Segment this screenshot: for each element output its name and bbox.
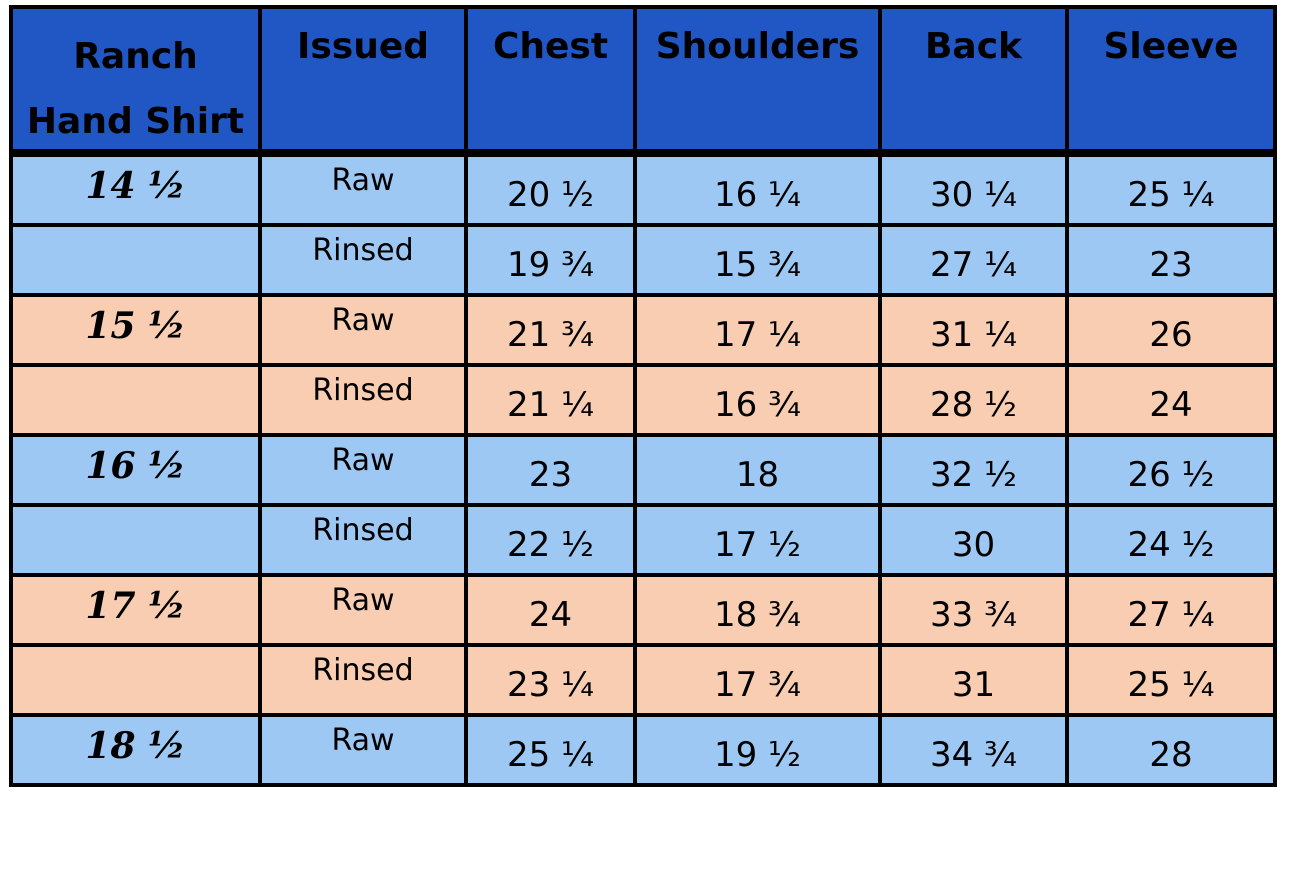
- table-row: Rinsed 19 ¾ 15 ¾ 27 ¼ 23: [9, 223, 1277, 297]
- table-row: 14 ½ Raw 20 ½ 16 ¼ 30 ¼ 25 ¼: [9, 149, 1277, 227]
- issued-cell: Rinsed: [258, 643, 468, 717]
- chest-cell: 21 ¼: [464, 363, 637, 437]
- size-cell: 15 ½: [9, 293, 262, 367]
- size-cell: 18 ½: [9, 713, 262, 787]
- issued-cell: Raw: [258, 293, 468, 367]
- chest-cell: 25 ¼: [464, 713, 637, 787]
- chest-cell: 22 ½: [464, 503, 637, 577]
- back-cell: 30: [878, 503, 1069, 577]
- back-cell: 27 ¼: [878, 223, 1069, 297]
- size-cell: 17 ½: [9, 573, 262, 647]
- sleeve-cell: 26: [1065, 293, 1277, 367]
- header-issued: Issued: [258, 5, 468, 155]
- chest-cell: 19 ¾: [464, 223, 637, 297]
- size-cell: [9, 503, 262, 577]
- shoulders-cell: 16 ¼: [633, 149, 882, 227]
- shoulders-cell: 19 ½: [633, 713, 882, 787]
- chest-cell: 23 ¼: [464, 643, 637, 717]
- sleeve-cell: 23: [1065, 223, 1277, 297]
- table-row: Rinsed 21 ¼ 16 ¾ 28 ½ 24: [9, 363, 1277, 437]
- shoulders-cell: 16 ¾: [633, 363, 882, 437]
- header-row: Ranch Hand Shirt Issued Chest Shoulders B…: [9, 5, 1277, 155]
- size-cell: 16 ½: [9, 433, 262, 507]
- back-cell: 33 ¾: [878, 573, 1069, 647]
- chest-cell: 23: [464, 433, 637, 507]
- issued-cell: Raw: [258, 573, 468, 647]
- issued-cell: Raw: [258, 149, 468, 227]
- header-ranch-hand-shirt: Ranch Hand Shirt: [9, 5, 262, 155]
- sleeve-cell: 28: [1065, 713, 1277, 787]
- sleeve-cell: 24: [1065, 363, 1277, 437]
- table-row: 16 ½ Raw 23 18 32 ½ 26 ½: [9, 433, 1277, 507]
- header-back: Back: [878, 5, 1069, 155]
- table-row: 18 ½ Raw 25 ¼ 19 ½ 34 ¾ 28: [9, 713, 1277, 787]
- chest-cell: 24: [464, 573, 637, 647]
- table-row: Rinsed 22 ½ 17 ½ 30 24 ½: [9, 503, 1277, 577]
- header-sleeve: Sleeve: [1065, 5, 1277, 155]
- table-row: Rinsed 23 ¼ 17 ¾ 31 25 ¼: [9, 643, 1277, 717]
- back-cell: 28 ½: [878, 363, 1069, 437]
- shoulders-cell: 15 ¾: [633, 223, 882, 297]
- issued-cell: Rinsed: [258, 223, 468, 297]
- chest-cell: 21 ¾: [464, 293, 637, 367]
- size-cell: [9, 643, 262, 717]
- header-chest: Chest: [464, 5, 637, 155]
- back-cell: 31: [878, 643, 1069, 717]
- table-row: 15 ½ Raw 21 ¾ 17 ¼ 31 ¼ 26: [9, 293, 1277, 367]
- issued-cell: Raw: [258, 713, 468, 787]
- back-cell: 30 ¼: [878, 149, 1069, 227]
- header-shoulders: Shoulders: [633, 5, 882, 155]
- issued-cell: Rinsed: [258, 363, 468, 437]
- sleeve-cell: 25 ¼: [1065, 643, 1277, 717]
- back-cell: 34 ¾: [878, 713, 1069, 787]
- shoulders-cell: 17 ½: [633, 503, 882, 577]
- back-cell: 32 ½: [878, 433, 1069, 507]
- issued-cell: Rinsed: [258, 503, 468, 577]
- sleeve-cell: 24 ½: [1065, 503, 1277, 577]
- size-cell: 14 ½: [9, 149, 262, 227]
- size-chart-table: Ranch Hand Shirt Issued Chest Shoulders B…: [9, 5, 1277, 787]
- issued-cell: Raw: [258, 433, 468, 507]
- table-row: 17 ½ Raw 24 18 ¾ 33 ¾ 27 ¼: [9, 573, 1277, 647]
- chest-cell: 20 ½: [464, 149, 637, 227]
- sleeve-cell: 25 ¼: [1065, 149, 1277, 227]
- shoulders-cell: 17 ¾: [633, 643, 882, 717]
- sleeve-cell: 26 ½: [1065, 433, 1277, 507]
- shoulders-cell: 17 ¼: [633, 293, 882, 367]
- shoulders-cell: 18 ¾: [633, 573, 882, 647]
- size-cell: [9, 363, 262, 437]
- back-cell: 31 ¼: [878, 293, 1069, 367]
- table-body: 14 ½ Raw 20 ½ 16 ¼ 30 ¼ 25 ¼ Rinsed 19 ¾ 15 ¾ 27 …: [9, 149, 1277, 787]
- size-cell: [9, 223, 262, 297]
- sleeve-cell: 27 ¼: [1065, 573, 1277, 647]
- shoulders-cell: 18: [633, 433, 882, 507]
